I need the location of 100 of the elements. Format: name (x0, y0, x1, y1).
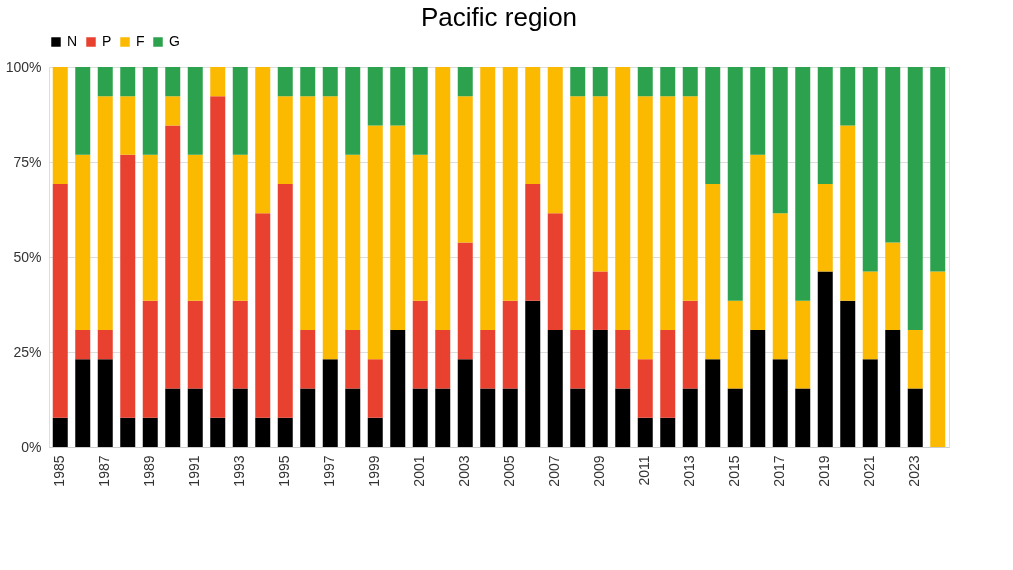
bar (300, 67, 316, 97)
bar (682, 96, 698, 301)
bar (277, 184, 293, 418)
bar (52, 417, 68, 447)
bar (457, 242, 473, 360)
x-tick-label: 2013 (681, 455, 698, 487)
bar (75, 359, 91, 447)
x-tick-label: 2015 (726, 455, 743, 487)
bar (457, 359, 473, 447)
bar (660, 417, 676, 447)
bar (885, 242, 901, 330)
x-tick-label: 1995 (276, 455, 293, 487)
bar (165, 125, 181, 389)
y-tick-label: 0% (21, 438, 42, 455)
bar (705, 67, 721, 185)
x-tick-label: 2021 (861, 455, 878, 487)
bar (165, 388, 181, 447)
bar (885, 329, 901, 447)
bar (772, 213, 788, 360)
bar (412, 388, 428, 447)
bar (907, 388, 923, 447)
bar (817, 67, 833, 185)
bar (187, 154, 203, 301)
bar (232, 67, 248, 155)
bar (300, 388, 316, 447)
x-tick-label: 1991 (186, 455, 203, 487)
bar (817, 271, 833, 447)
bar (367, 67, 383, 126)
bar (142, 300, 158, 418)
x-tick-label: 1989 (141, 455, 158, 487)
bar (480, 67, 496, 330)
legend-label: F (136, 33, 145, 49)
bar (187, 388, 203, 447)
bar (412, 300, 428, 389)
bar (300, 96, 316, 330)
bar (907, 67, 923, 330)
bar (637, 417, 653, 447)
bar (547, 67, 563, 214)
bar (705, 359, 721, 447)
bar (637, 67, 653, 97)
bar (592, 271, 608, 330)
bar (480, 388, 496, 447)
bar (367, 125, 383, 360)
bar (120, 417, 136, 447)
bar (97, 67, 113, 97)
bar (367, 359, 383, 418)
bar (322, 359, 338, 447)
bar (682, 67, 698, 97)
bar (232, 300, 248, 389)
bar (772, 359, 788, 447)
bar (547, 213, 563, 330)
bar (457, 67, 473, 97)
bar (637, 96, 653, 360)
bar (525, 67, 541, 185)
bar (435, 329, 451, 389)
x-tick-label: 2009 (591, 455, 608, 487)
bar (502, 388, 518, 447)
x-tick-label: 2001 (411, 455, 428, 487)
bar (795, 300, 811, 389)
bar (885, 67, 901, 243)
bar (457, 96, 473, 243)
bar (862, 271, 878, 360)
bar (570, 96, 586, 330)
bar (120, 154, 136, 418)
bar (795, 388, 811, 447)
bar (187, 67, 203, 155)
x-tick-label: 2017 (771, 455, 788, 487)
bar (727, 300, 743, 389)
x-tick-label: 1985 (51, 455, 68, 487)
legend-label: P (102, 33, 112, 49)
bar (840, 125, 856, 301)
bar (840, 300, 856, 447)
bar (795, 67, 811, 301)
bar (930, 271, 946, 447)
bar (840, 67, 856, 126)
bar (412, 154, 428, 301)
bar (390, 125, 406, 330)
chart-title: Pacific region (420, 2, 578, 32)
bar (547, 329, 563, 447)
bar (210, 96, 226, 418)
bar (750, 67, 766, 155)
bar (142, 67, 158, 155)
bar (210, 417, 226, 447)
bar (930, 67, 946, 272)
bar (637, 359, 653, 418)
bar (750, 154, 766, 330)
bar (232, 154, 248, 301)
bar (390, 67, 406, 126)
bar (570, 329, 586, 389)
bar (682, 300, 698, 389)
bar (52, 67, 68, 185)
bar (300, 329, 316, 389)
bar (907, 329, 923, 389)
bar (97, 359, 113, 447)
bar (435, 388, 451, 447)
bar (592, 329, 608, 447)
bar (345, 329, 361, 389)
bar (615, 388, 631, 447)
bar (727, 67, 743, 301)
bar (255, 417, 271, 447)
